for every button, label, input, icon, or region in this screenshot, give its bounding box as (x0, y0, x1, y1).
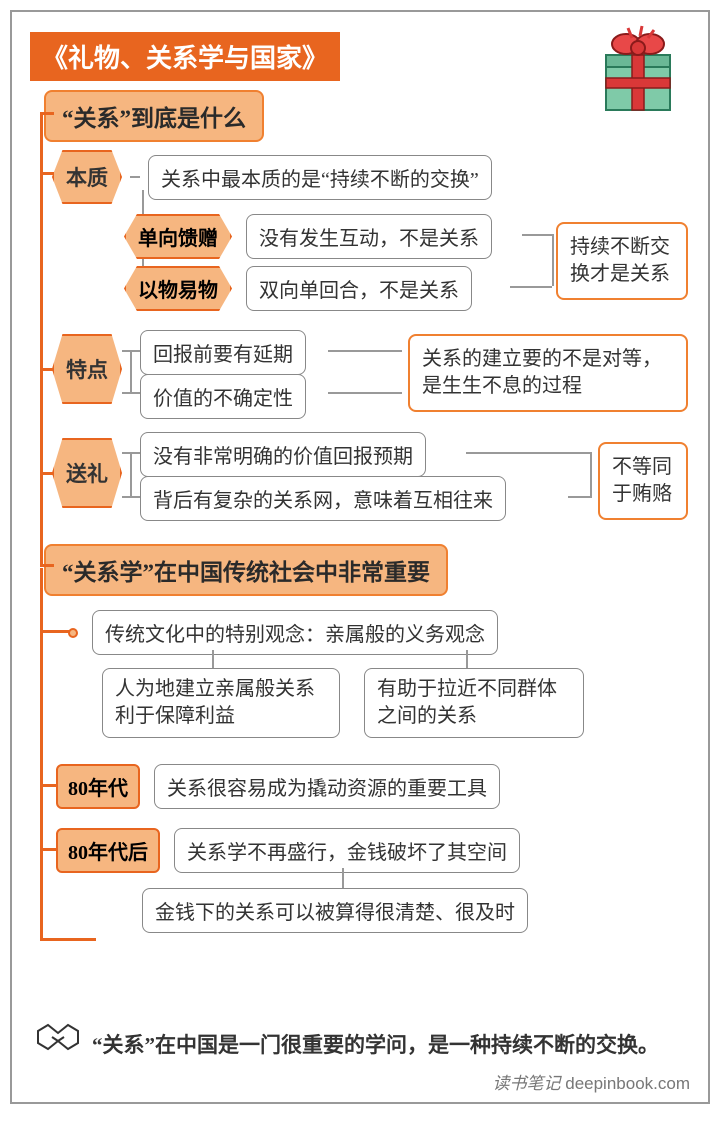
feature-item2: 价值的不确定性 (140, 374, 306, 419)
gift-item2: 背后有复杂的关系网，意味着互相往来 (140, 476, 506, 521)
watermark-url: deepinbook.com (565, 1074, 690, 1093)
gift-note: 不等同于贿赂 (598, 442, 688, 520)
essence-text: 关系中最本质的是“持续不断的交换” (148, 155, 492, 200)
feature-label: 特点 (52, 334, 122, 404)
conclusion: “关系”在中国是一门很重要的学问，是一种持续不断的交换。 (92, 1031, 688, 1060)
feature-item1: 回报前要有延期 (140, 330, 306, 375)
sub-conclusion: 持续不断交换才是关系 (556, 222, 688, 300)
spine2 (40, 568, 43, 940)
watermark: 读书笔记 deepinbook.com (493, 1069, 691, 1094)
spine1 (40, 112, 43, 564)
era1-text: 关系很容易成为撬动资源的重要工具 (154, 764, 500, 809)
sub1-label: 单向馈赠 (124, 214, 232, 259)
gift-item1: 没有非常明确的价值回报预期 (140, 432, 426, 477)
essence-label: 本质 (52, 150, 122, 204)
gift-label: 送礼 (52, 438, 122, 508)
c1: 人为地建立亲属般关系利于保障利益 (102, 668, 340, 738)
gift-icon (588, 20, 688, 115)
sub2-text: 双向单回合，不是关系 (246, 266, 472, 311)
section1-title: “关系”到底是什么 (44, 90, 264, 142)
era2-text: 关系学不再盛行，金钱破坏了其空间 (174, 828, 520, 873)
era2-sub: 金钱下的关系可以被算得很清楚、很及时 (142, 888, 528, 933)
watermark-label: 读书笔记 (493, 1074, 561, 1093)
main-title: 《礼物、关系学与国家》 (30, 32, 340, 81)
c2: 有助于拉近不同群体之间的关系 (364, 668, 584, 738)
era1-label: 80年代 (56, 764, 140, 809)
feature-note: 关系的建立要的不是对等，是生生不息的过程 (408, 334, 688, 412)
sub1-text: 没有发生互动，不是关系 (246, 214, 492, 259)
era2-label: 80年代后 (56, 828, 160, 873)
sub2-label: 以物易物 (124, 266, 232, 311)
handshake-icon (34, 1017, 82, 1057)
concept: 传统文化中的特别观念：亲属般的义务观念 (92, 610, 498, 655)
page: 《礼物、关系学与国家》 “关系”到底是什么 本质 关系中最本质的是“持续不断的交… (10, 10, 710, 1104)
section2-title: “关系学”在中国传统社会中非常重要 (44, 544, 448, 596)
